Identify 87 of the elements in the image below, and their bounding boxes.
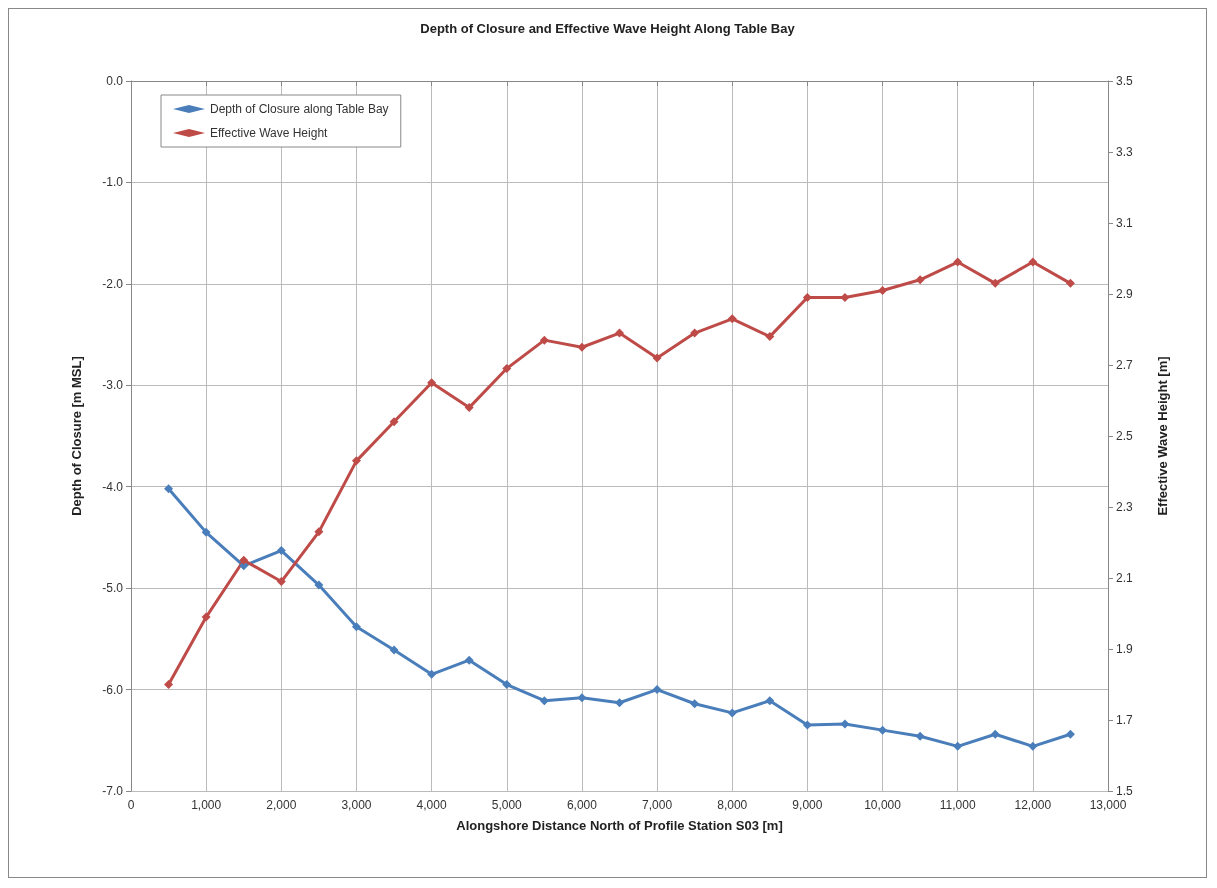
x-tick-label: 5,000 (491, 798, 523, 812)
point (953, 741, 963, 751)
point (953, 257, 963, 267)
point (427, 669, 437, 679)
x-tick-label: 4,000 (416, 798, 447, 812)
point (164, 680, 174, 689)
x-tick-label: 8,000 (717, 798, 748, 812)
legend-label: Effective Wave Height (210, 126, 329, 140)
y2-tick-label: 1.5 (1116, 784, 1134, 798)
point (915, 275, 925, 285)
point (201, 527, 211, 537)
y-tick-label: -7.0 (102, 784, 124, 798)
point (464, 403, 474, 413)
point (990, 278, 1000, 288)
y2-tick-label: 3.5 (1116, 74, 1134, 88)
point (201, 612, 211, 622)
point (577, 342, 587, 352)
point (351, 456, 361, 466)
chart-title: Depth of Closure and Effective Wave Height Along Table Bay (420, 21, 796, 36)
point (878, 725, 888, 735)
x-tick-label: 10,000 (864, 798, 902, 812)
y2-tick-label: 2.3 (1116, 500, 1134, 514)
y2-tick-label: 3.3 (1116, 145, 1134, 159)
x-tick-label: 0 (127, 798, 135, 812)
x-tick-label: 2,000 (266, 798, 297, 812)
point (539, 696, 549, 706)
point (990, 729, 1000, 739)
point (615, 698, 624, 708)
point (802, 720, 812, 730)
point (765, 696, 775, 706)
x-tick-label: 12,000 (1014, 798, 1052, 812)
x-tick-label: 6,000 (566, 798, 598, 812)
point (539, 335, 549, 345)
point (427, 378, 437, 388)
point (690, 328, 700, 338)
point (765, 332, 775, 342)
y2-axis-title: Effective Wave Height [m] (1155, 356, 1170, 516)
y-tick-label: -2.0 (102, 276, 124, 291)
point (164, 484, 174, 494)
x-tick-label: 1,000 (191, 798, 222, 812)
point (615, 328, 624, 338)
point (314, 580, 324, 590)
y2-tick-label: 2.1 (1116, 571, 1134, 585)
point (690, 699, 700, 709)
x-tick-label: 3,000 (341, 798, 372, 812)
point (502, 680, 512, 689)
point (351, 622, 361, 632)
point (915, 731, 925, 741)
point (389, 645, 399, 655)
y-tick-label: -5.0 (102, 581, 124, 596)
point (1065, 278, 1075, 288)
point (802, 293, 812, 303)
point (1065, 729, 1075, 739)
point (727, 314, 737, 324)
y-tick-label: -3.0 (102, 378, 124, 393)
x-axis-title: Alongshore Distance North of Profile Station S03 [m] (456, 818, 783, 833)
point (577, 693, 587, 703)
point (840, 719, 850, 729)
y2-tick-label: 3.1 (1116, 216, 1134, 230)
x-tick-label: 11,000 (939, 798, 976, 812)
point (652, 685, 662, 695)
x-tick-label: 13,000 (1089, 798, 1127, 812)
point (1028, 741, 1038, 751)
point (389, 417, 399, 427)
y-tick-label: -4.0 (102, 479, 124, 494)
y-tick-label: 0.0 (106, 74, 124, 88)
point (1028, 257, 1038, 267)
point (276, 546, 286, 556)
y-tick-label: -1.0 (102, 175, 124, 190)
point (727, 708, 737, 718)
point (464, 655, 474, 665)
y2-tick-label: 2.9 (1116, 287, 1134, 301)
y2-tick-label: 1.7 (1116, 713, 1134, 727)
point (239, 555, 249, 565)
legend-label: Depth of Closure along Table Bay (210, 102, 389, 116)
y2-tick-label: 2.5 (1116, 429, 1134, 443)
point (314, 527, 324, 537)
y-tick-label: -6.0 (102, 682, 124, 697)
point (878, 285, 888, 295)
y2-tick-label: 2.7 (1116, 358, 1134, 372)
x-tick-label: 7,000 (642, 798, 673, 812)
y2-tick-label: 1.9 (1116, 642, 1134, 656)
point (652, 353, 662, 363)
x-tick-label: 9,000 (792, 798, 823, 812)
point (502, 364, 512, 374)
y-axis-title: Depth of Closure [m MSL] (69, 356, 84, 516)
point (276, 577, 286, 587)
